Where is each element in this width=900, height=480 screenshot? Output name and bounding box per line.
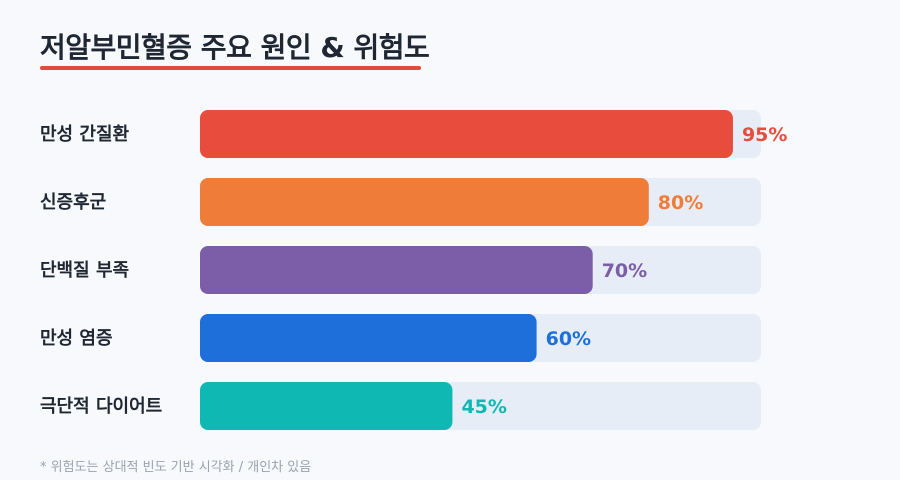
value-label: 80% xyxy=(658,192,703,214)
bar xyxy=(200,246,593,294)
category-label: 만성 염증 xyxy=(40,328,113,349)
footnote: * 위험도는 상대적 빈도 기반 시각화 / 개인차 있음 xyxy=(40,460,312,475)
value-label: 60% xyxy=(546,328,591,350)
title-underline xyxy=(40,66,421,70)
value-label: 70% xyxy=(602,260,647,282)
value-label: 95% xyxy=(742,124,787,146)
value-label: 45% xyxy=(461,396,506,418)
chart-title: 저알부민혈증 주요 원인 & 위험도 xyxy=(40,31,430,64)
category-label: 신증후군 xyxy=(40,192,106,213)
category-label: 단백질 부족 xyxy=(40,260,129,281)
bar xyxy=(200,178,649,226)
category-label: 극단적 다이어트 xyxy=(40,396,162,417)
bar xyxy=(200,314,537,362)
category-label: 만성 간질환 xyxy=(40,123,130,145)
bar xyxy=(200,110,733,158)
bar xyxy=(200,382,453,430)
